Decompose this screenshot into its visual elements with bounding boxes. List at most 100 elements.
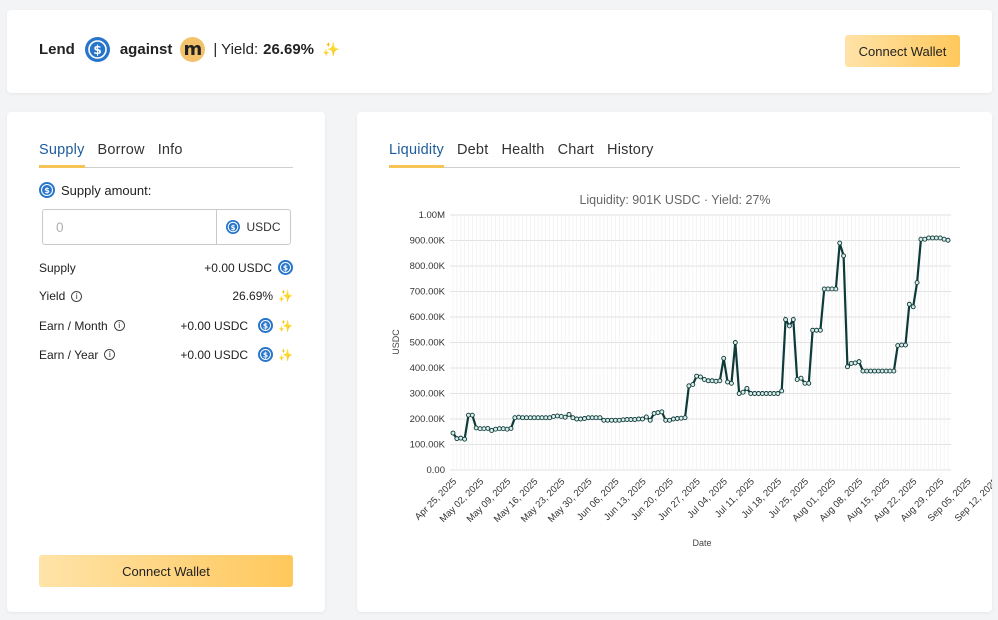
data-point (527, 415, 533, 421)
usdc-coin-icon: $ (278, 260, 293, 275)
supply-amount-label: $ Supply amount: (39, 182, 151, 198)
data-point (705, 378, 711, 384)
y-axis-title: USDC (391, 329, 401, 355)
data-point (454, 436, 460, 442)
m-token-icon: m (180, 37, 206, 62)
info-icon[interactable]: i (71, 290, 83, 302)
data-point (752, 391, 758, 396)
data-point (728, 380, 734, 386)
data-point (914, 280, 920, 286)
header-yield-value: 26.69% (263, 41, 314, 58)
sparkle-icon: ✨ (278, 318, 293, 333)
data-point (524, 415, 529, 421)
y-tick-label: 400.00K (410, 363, 446, 374)
y-tick-label: 500.00K (410, 338, 446, 349)
tab-liquidity[interactable]: Liquidity (389, 142, 444, 168)
data-point (845, 364, 850, 370)
data-point (655, 410, 661, 416)
data-point (848, 360, 854, 366)
data-point (945, 237, 951, 243)
supply-row: Supply +0.00 USDC $ (39, 260, 293, 275)
data-point (713, 378, 719, 384)
data-point (798, 375, 804, 381)
tab-debt[interactable]: Debt (457, 142, 489, 158)
yield-row: Yield i 26.69% ✨ (39, 289, 293, 303)
data-point (605, 417, 611, 423)
data-point (833, 286, 839, 292)
tab-supply[interactable]: Supply (39, 142, 85, 168)
unit-label: USDC (246, 220, 281, 234)
data-point (473, 425, 479, 431)
connect-wallet-button[interactable]: Connect Wallet (39, 555, 293, 587)
data-point (790, 317, 796, 323)
data-point (864, 368, 870, 374)
data-point (721, 355, 727, 361)
supply-amount-input[interactable] (43, 210, 216, 244)
tab-borrow[interactable]: Borrow (97, 142, 145, 158)
data-point (612, 417, 618, 423)
tab-health[interactable]: Health (501, 142, 545, 158)
svg-text:$: $ (263, 321, 268, 330)
data-point (783, 317, 789, 323)
usdc-coin-icon: $ (258, 318, 274, 333)
data-point (466, 412, 471, 418)
data-point (883, 368, 889, 374)
data-point (794, 377, 800, 382)
data-point (926, 235, 932, 241)
svg-text:$: $ (93, 43, 101, 57)
data-point (891, 368, 897, 374)
earn-year-value: +0.00 USDC (180, 347, 249, 362)
data-point (493, 426, 498, 432)
data-point (717, 378, 723, 384)
info-icon[interactable]: i (104, 349, 116, 360)
yield-row-label: Yield (39, 289, 66, 303)
supply-row-label: Supply (39, 260, 76, 275)
y-tick-label: 100.00K (410, 440, 446, 451)
data-point (582, 416, 587, 421)
data-point (732, 340, 738, 345)
data-point (496, 426, 502, 432)
data-point (899, 342, 905, 348)
data-point (825, 286, 831, 292)
data-point (632, 417, 638, 422)
tab-info[interactable]: Info (157, 142, 183, 158)
data-point (767, 391, 773, 396)
against-label: against (119, 41, 173, 58)
data-point (903, 342, 908, 348)
data-point (837, 240, 843, 246)
usdc-coin-icon: $ (258, 347, 274, 362)
y-tick-label: 300.00K (410, 389, 446, 400)
data-point (651, 410, 657, 416)
data-point (806, 380, 812, 386)
data-point (686, 383, 692, 389)
data-point (578, 416, 584, 422)
data-point (609, 417, 615, 423)
data-point (725, 379, 731, 385)
data-point (748, 391, 754, 396)
data-point (508, 425, 514, 431)
earn-month-value: +0.00 USDC (180, 318, 249, 333)
data-point (860, 368, 866, 374)
data-point (933, 235, 939, 241)
usdc-coin-icon: $ (84, 37, 110, 62)
info-icon[interactable]: i (113, 320, 125, 331)
y-tick-label: 1.00M (419, 210, 445, 221)
data-point (628, 417, 634, 422)
earn-year-label: Earn / Year (39, 347, 99, 362)
data-point (756, 391, 761, 396)
svg-text:$: $ (231, 224, 236, 232)
supply-input-group: $ USDC (42, 209, 291, 245)
tab-history[interactable]: History (607, 142, 654, 158)
data-point (868, 368, 874, 374)
left-tabs: Supply Borrow Info (39, 142, 293, 168)
data-point (821, 286, 827, 292)
data-point (802, 380, 808, 386)
data-point (601, 417, 607, 423)
data-point (659, 409, 665, 415)
header-connect-wallet-button[interactable]: Connect Wallet (845, 35, 960, 67)
data-point (477, 426, 483, 432)
tab-chart[interactable]: Chart (557, 142, 595, 158)
data-point (481, 426, 487, 432)
x-axis-title: Date (692, 538, 711, 548)
data-point (450, 430, 456, 436)
